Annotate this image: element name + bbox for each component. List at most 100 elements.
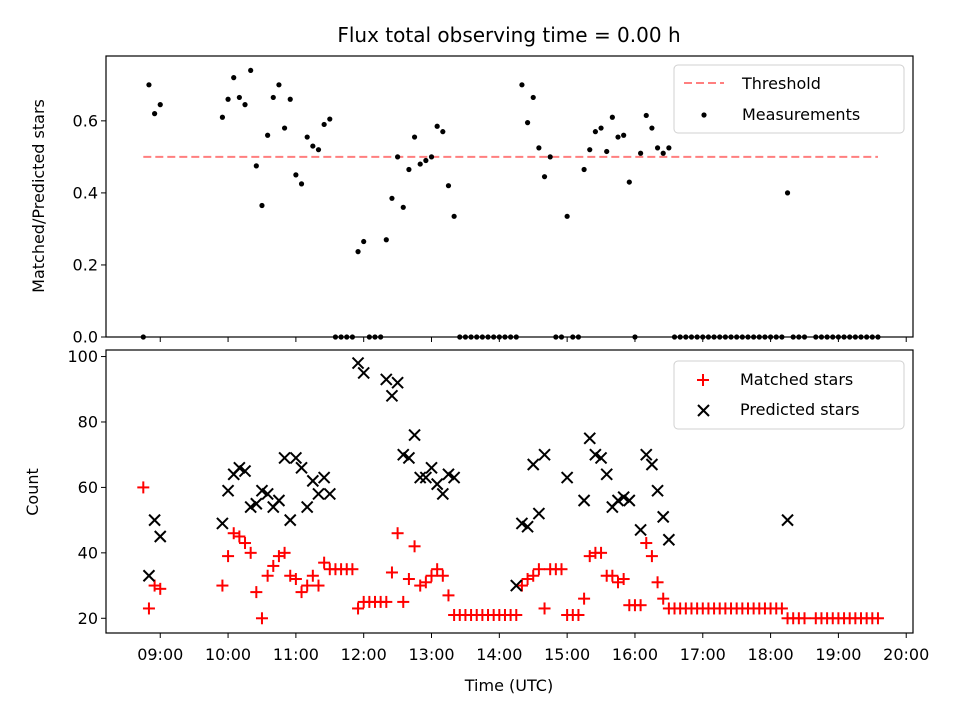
x-tick-label: 20:00: [883, 645, 929, 664]
top-y-ticks: 0.0 0.2 0.4 0.6: [73, 111, 106, 347]
measurement-point: [813, 334, 819, 340]
y-tick-label: 20: [78, 609, 98, 628]
measurement-point: [700, 334, 706, 340]
matched-star-point: [419, 576, 432, 589]
matched-star-point: [233, 530, 246, 543]
matched-star-point: [239, 537, 252, 550]
measurement-point: [457, 334, 463, 340]
predicted-star-point: [289, 451, 303, 465]
legend-threshold-label: Threshold: [741, 74, 821, 93]
measurement-point: [508, 334, 514, 340]
matched-star-point: [425, 569, 438, 582]
matched-star-point: [651, 576, 664, 589]
measurement-point: [259, 202, 265, 209]
chart-title: Flux total observing time = 0.00 h: [337, 23, 680, 47]
matched-star-point: [261, 569, 274, 582]
matched-star-point: [385, 566, 398, 579]
measurement-point: [734, 334, 740, 340]
measurement-point: [767, 334, 774, 340]
predicted-star-point: [233, 461, 246, 474]
x-tick-label: 11:00: [273, 645, 319, 664]
measurement-point: [417, 161, 423, 167]
legend-measurements-swatch: [701, 112, 707, 118]
predicted-star-point: [261, 487, 274, 501]
legend-matched-label: Matched stars: [740, 370, 853, 389]
x-tick-label: 13:00: [408, 645, 454, 664]
measurement-point: [519, 82, 525, 88]
measurement-point: [265, 132, 271, 138]
matched-star-point: [255, 612, 268, 625]
measurement-point: [406, 166, 412, 173]
measurement-point: [666, 145, 672, 151]
predicted-star-point: [295, 461, 308, 474]
predicted-star-point: [583, 432, 596, 445]
measurement-point: [451, 213, 457, 219]
x-tick-label: 17:00: [680, 645, 726, 664]
measurement-point: [604, 148, 610, 155]
bottom-y-axis-label: Count: [23, 468, 42, 516]
measurement-point: [824, 334, 830, 340]
bottom-axes-frame: [105, 349, 914, 634]
bottom-legend: Matched stars Predicted stars: [673, 360, 905, 430]
matched-stars-points: [137, 481, 884, 625]
measurement-point: [219, 114, 226, 120]
measurement-point: [496, 334, 502, 340]
matched-star-point: [306, 569, 319, 582]
matched-star-point: [538, 602, 551, 615]
matched-star-point: [871, 612, 884, 625]
matched-star-point: [301, 579, 314, 592]
top-y-axis-label: Matched/Predicted stars: [29, 99, 48, 293]
measurement-point: [530, 94, 536, 101]
bottom-panel: Count Time (UTC) 20 40 60 80 100 09:00 10:00 1…: [23, 347, 929, 695]
measurement-point: [677, 334, 683, 340]
matched-star-point: [250, 586, 263, 599]
measurement-point: [491, 334, 497, 340]
measurement-point: [276, 82, 282, 88]
measurement-point: [242, 102, 248, 108]
measurement-point: [643, 112, 649, 119]
predicted-star-point: [560, 471, 574, 484]
measurement-point: [598, 125, 604, 131]
y-tick-label: 0.4: [73, 183, 98, 202]
y-tick-label: 40: [78, 543, 98, 562]
matched-star-point: [222, 550, 235, 563]
measurement-point: [344, 334, 350, 340]
matched-star-point: [142, 602, 155, 615]
predicted-star-point: [244, 500, 257, 514]
matched-star-point: [289, 573, 302, 586]
matched-star-point: [137, 481, 150, 494]
predicted-star-point: [221, 484, 235, 497]
predicted-star-point: [323, 487, 336, 501]
measurement-point: [513, 334, 519, 340]
y-tick-label: 0.2: [73, 255, 98, 274]
measurement-point: [485, 334, 491, 340]
measurement-point: [236, 94, 242, 101]
x-tick-label: 09:00: [137, 645, 183, 664]
measurement-point: [389, 195, 395, 201]
top-legend-box: [673, 64, 905, 134]
measurement-point: [445, 183, 452, 189]
predicted-star-point: [634, 523, 647, 537]
predicted-star-point: [148, 513, 161, 527]
measurement-point: [671, 334, 678, 340]
predicted-star-point: [272, 494, 286, 507]
matched-star-point: [595, 546, 608, 559]
measurement-point: [756, 334, 762, 340]
measurement-point: [248, 67, 254, 74]
measurement-point: [626, 179, 632, 185]
measurement-point: [784, 190, 791, 196]
measurement-point: [779, 334, 785, 340]
measurement-point: [790, 334, 796, 340]
measurement-point: [524, 120, 531, 126]
y-tick-label: 0.0: [73, 328, 98, 347]
measurement-point: [411, 134, 418, 140]
measurement-point: [688, 334, 695, 340]
predicted-star-point: [532, 507, 546, 520]
measurement-point: [649, 125, 655, 131]
predicted-star-point: [662, 533, 676, 546]
matched-star-point: [515, 579, 528, 592]
predicted-star-point: [300, 500, 314, 514]
measurement-point: [711, 334, 717, 340]
predicted-star-point: [527, 458, 540, 471]
measurement-point: [281, 125, 288, 131]
